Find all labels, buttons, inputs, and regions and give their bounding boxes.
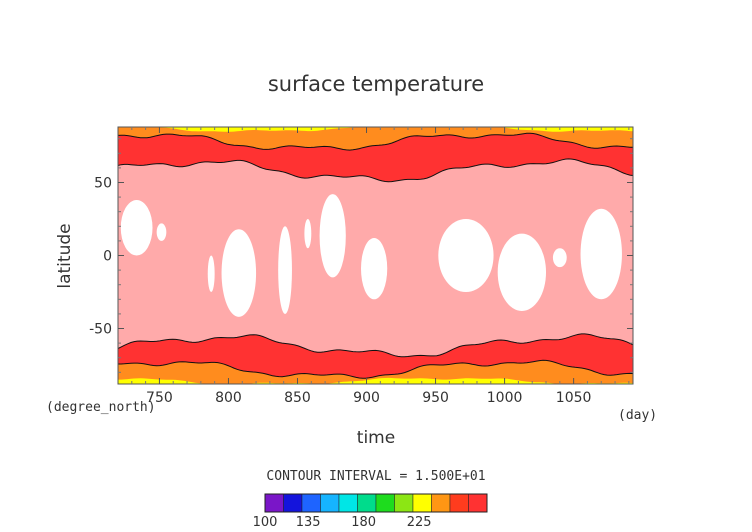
y-tick-label: 50 (94, 175, 112, 191)
colorbar-tick-label: 135 (296, 515, 321, 530)
colorbar-cell (375, 493, 395, 513)
north-band-3 (118, 127, 633, 132)
x-tick-label: 900 (353, 390, 380, 406)
x-tick-label: 1050 (556, 390, 592, 406)
chart-title: surface temperature (268, 72, 484, 96)
warm-patch (156, 223, 167, 241)
colorbar-cell (449, 493, 469, 513)
plot-area (117, 126, 634, 385)
colorbar-cell (468, 493, 488, 513)
warm-patch (120, 200, 153, 256)
x-axis: 750 800 850 900 950 1000 1050 (131, 127, 630, 406)
x-tick-label: 850 (284, 390, 311, 406)
colorbar-tick-label: 100 (253, 515, 278, 530)
warm-patch (319, 194, 346, 278)
colorbar-cell (264, 493, 284, 513)
warm-patch (207, 255, 215, 293)
warm-patch (304, 218, 312, 249)
polar-bands (117, 126, 634, 385)
x-tick-label: 950 (422, 390, 449, 406)
warm-patch (438, 218, 494, 293)
y-axis-label: latitude (55, 223, 75, 288)
warm-patches (120, 194, 622, 317)
colorbar-frame (264, 493, 488, 513)
colorbar-cell (431, 493, 451, 513)
colorbar-tick-label: 225 (407, 515, 432, 530)
warm-patch (580, 208, 622, 300)
x-axis-unit: (day) (618, 408, 657, 423)
warm-patch (221, 229, 257, 317)
y-tick-label: 0 (103, 249, 112, 265)
colorbar-cell (301, 493, 321, 513)
colorbar-cell (394, 493, 414, 513)
y-axis-unit: (degree_north) (46, 400, 156, 415)
colorbar-cell (357, 493, 377, 513)
colorbar-cell (412, 493, 432, 513)
contour-interval-text: CONTOUR INTERVAL = 1.500E+01 (266, 469, 485, 484)
warm-patch (278, 226, 292, 314)
colorbar-tick-label: 180 (351, 515, 376, 530)
x-tick-label: 750 (146, 390, 173, 406)
x-tick-label: 1000 (487, 390, 523, 406)
colorbar-cell (320, 493, 340, 513)
x-tick-label: 800 (215, 390, 242, 406)
warm-patch (552, 248, 567, 268)
colorbar-cell (283, 493, 303, 513)
colorbar-cell (338, 493, 358, 513)
warm-patch (361, 237, 388, 300)
colorbar: 100 135 180 225 (253, 493, 488, 530)
y-axis: -50 0 50 (89, 138, 633, 373)
x-axis-label: time (357, 428, 395, 448)
warm-patch (497, 233, 547, 311)
y-tick-label: -50 (89, 322, 112, 338)
